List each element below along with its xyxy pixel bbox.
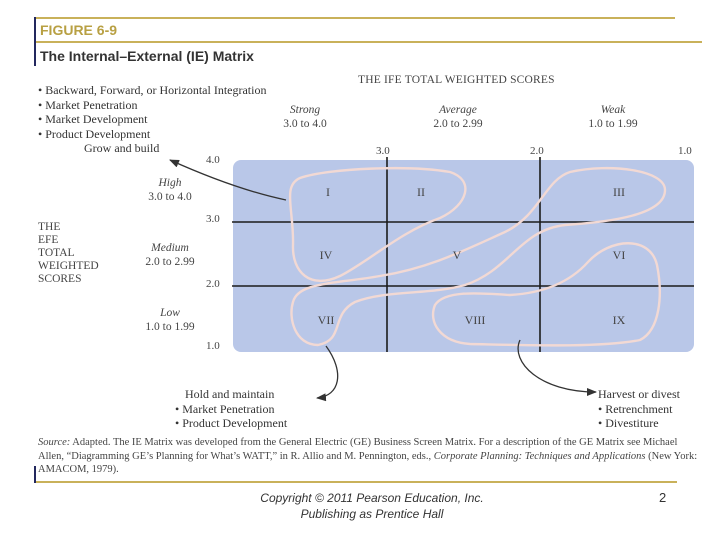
cell-label: IV xyxy=(319,248,333,262)
row-range: 1.0 to 1.99 xyxy=(145,320,195,333)
efe-tick: 4.0 xyxy=(206,154,220,166)
cell-label: VII xyxy=(317,313,335,327)
hold-region-outline xyxy=(290,166,667,347)
ife-tick: 2.0 xyxy=(530,145,544,157)
strategy-item: • Product Development xyxy=(175,416,288,430)
ife-column-weak: Weak 1.0 to 1.99 xyxy=(573,104,653,131)
row-name: High xyxy=(158,177,182,189)
grow-arrow xyxy=(169,159,287,201)
column-name: Average xyxy=(439,104,477,116)
strategy-item: • Market Penetration xyxy=(38,97,138,112)
cell-label: VI xyxy=(612,248,626,262)
column-range: 3.0 to 4.0 xyxy=(283,117,327,130)
bottom-gold-rule xyxy=(36,481,677,483)
ife-tick: 3.0 xyxy=(376,145,390,157)
cell-label: II xyxy=(417,185,425,199)
efe-tick: 3.0 xyxy=(206,213,220,225)
grow-label: Grow and build xyxy=(84,141,160,155)
copyright-notice: Copyright © 2011 Pearson Education, Inc.… xyxy=(260,491,484,521)
row-range: 3.0 to 4.0 xyxy=(148,190,192,203)
column-name: Strong xyxy=(289,104,321,116)
strategy-item: • Backward, Forward, or Horizontal Integ… xyxy=(38,83,267,97)
strategy-item: • Market Penetration xyxy=(175,401,275,416)
cell-label: III xyxy=(613,185,625,199)
harvest-region-outline xyxy=(431,242,661,347)
ife-axis-title: THE IFE TOTAL WEIGHTED SCORES xyxy=(358,74,555,86)
row-name: Medium xyxy=(151,242,189,254)
figure-label: FIGURE 6-9 xyxy=(40,22,118,38)
matrix-background xyxy=(233,160,694,352)
column-range: 2.0 to 2.99 xyxy=(433,117,483,130)
efe-row-high: High 3.0 to 4.0 xyxy=(130,177,210,204)
efe-row-low: Low 1.0 to 1.99 xyxy=(130,307,210,334)
top-gold-rule xyxy=(34,17,675,19)
efe-axis-title: THE EFE TOTAL WEIGHTED SCORES xyxy=(38,221,99,285)
column-name: Weak xyxy=(600,104,626,116)
grow-strategy-list: • Backward, Forward, or Horizontal Integ… xyxy=(38,83,266,156)
efe-row-medium: Medium 2.0 to 2.99 xyxy=(130,242,210,269)
column-range: 1.0 to 1.99 xyxy=(588,117,638,130)
ife-column-strong: Strong 3.0 to 4.0 xyxy=(265,104,345,131)
harvest-strategy-list: Harvest or divest • Retrenchment • Dives… xyxy=(598,387,680,431)
cell-label: IX xyxy=(612,313,626,327)
bottom-navy-rule xyxy=(34,466,36,483)
cell-label: I xyxy=(326,185,330,199)
strategy-item: • Market Development xyxy=(38,112,148,126)
source-label: Source: xyxy=(38,437,71,448)
grow-region-outline xyxy=(288,166,467,282)
strategy-item: • Divestiture xyxy=(598,416,659,430)
efe-tick: 1.0 xyxy=(206,340,220,352)
ife-tick: 1.0 xyxy=(678,145,692,157)
row-range: 2.0 to 2.99 xyxy=(145,255,195,268)
top-navy-rule xyxy=(34,17,36,66)
ife-column-average: Average 2.0 to 2.99 xyxy=(418,104,498,131)
hold-label: Hold and maintain xyxy=(185,387,275,401)
hold-strategy-list: Hold and maintain • Market Penetration •… xyxy=(175,387,287,431)
harvest-label: Harvest or divest xyxy=(598,387,680,401)
figure-title: The Internal–External (IE) Matrix xyxy=(40,48,254,64)
strategy-item: • Retrenchment xyxy=(598,401,673,416)
source-note: Source: Adapted. The IE Matrix was devel… xyxy=(38,437,698,475)
harvest-arrow xyxy=(517,339,597,396)
hold-arrow xyxy=(316,345,339,402)
efe-tick: 2.0 xyxy=(206,278,220,290)
title-rule xyxy=(36,41,702,43)
cell-label: V xyxy=(452,248,462,262)
strategy-item: • Product Development xyxy=(38,126,151,141)
row-name: Low xyxy=(160,307,180,319)
cell-label: VIII xyxy=(464,313,486,327)
page-number: 2 xyxy=(659,490,667,505)
